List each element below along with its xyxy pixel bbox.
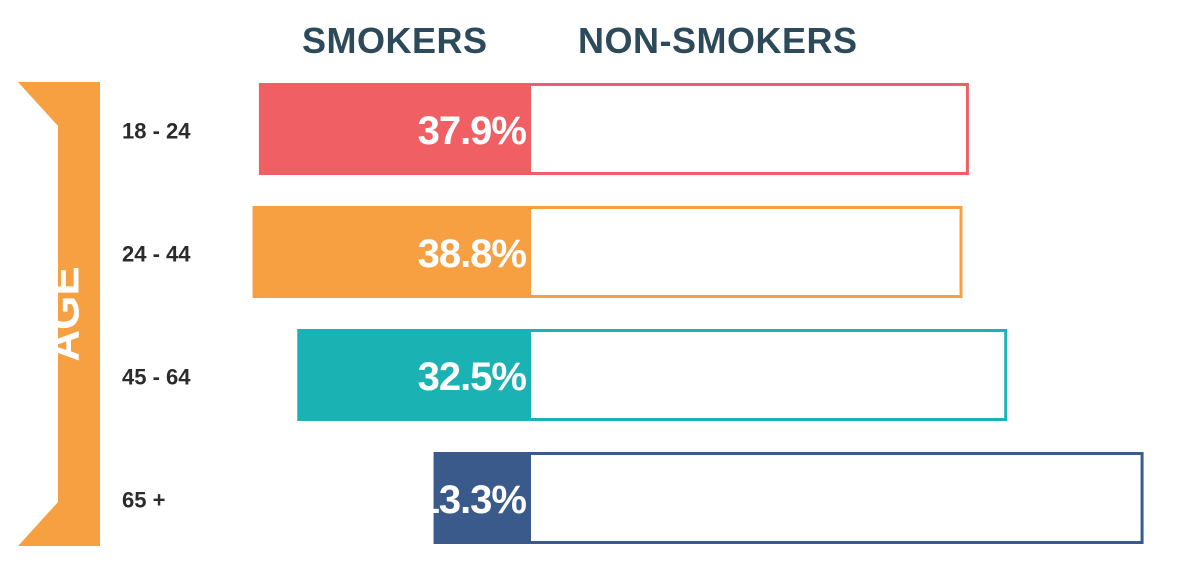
smokers-value-label: 38.8% — [418, 232, 527, 276]
nonsmokers-bar — [528, 206, 963, 298]
smokers-bar — [252, 206, 528, 298]
age-category-label: 24 - 44 — [122, 242, 191, 267]
nonsmokers-bar — [528, 83, 969, 175]
smokers-value-label: 32.5% — [418, 355, 527, 399]
nonsmokers-bar — [528, 329, 1008, 421]
nonsmokers-column-header: NON-SMOKERS — [578, 20, 858, 61]
age-category-label: 45 - 64 — [122, 365, 191, 390]
age-banner-shape — [18, 82, 100, 546]
age-category-label: 18 - 24 — [122, 119, 191, 144]
smokers-value-label: 37.9% — [418, 109, 527, 153]
smokers-column-header: SMOKERS — [302, 20, 488, 61]
smokers-value-label: 13.3% — [418, 478, 527, 522]
smokers-bar — [258, 83, 528, 175]
age-category-label: 65 + — [122, 488, 165, 513]
nonsmokers-bar — [528, 452, 1144, 544]
age-label: AGE — [40, 266, 89, 361]
smokers-bar — [297, 329, 528, 421]
age-banner: AGE — [18, 82, 100, 546]
smokers-bar — [433, 452, 528, 544]
